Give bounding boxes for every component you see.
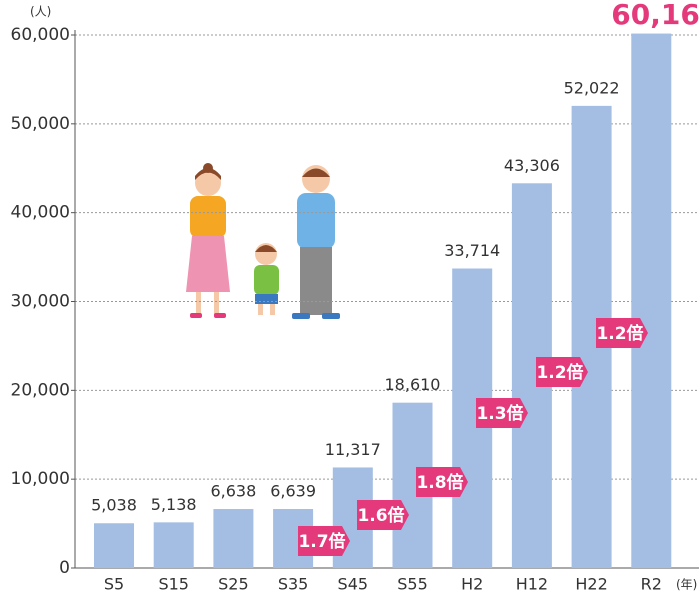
value-label: 18,610 xyxy=(385,375,441,394)
x-tick-label: S45 xyxy=(338,575,369,594)
bar xyxy=(153,522,194,568)
y-tick-label: 30,000 xyxy=(11,292,70,312)
multiplier-badge: 1.6倍 xyxy=(357,500,409,530)
value-label: 6,638 xyxy=(210,482,256,501)
x-tick-label: H2 xyxy=(461,575,483,594)
x-tick-label: H12 xyxy=(516,575,548,594)
x-tick-label: S5 xyxy=(104,575,124,594)
bar xyxy=(213,509,254,568)
badge-text: 1.2倍 xyxy=(536,362,583,383)
y-tick-label: 0 xyxy=(59,558,70,578)
badge-shape xyxy=(357,500,409,530)
x-tick-label: S35 xyxy=(278,575,309,594)
x-tick-label: R2 xyxy=(641,575,662,594)
y-tick-label: 20,000 xyxy=(11,380,70,400)
badge-shape xyxy=(536,357,588,387)
value-label: 5,038 xyxy=(91,496,137,515)
value-label: 33,714 xyxy=(444,241,500,260)
bar xyxy=(631,33,672,568)
x-tick-label: H22 xyxy=(575,575,607,594)
x-unit: (年) xyxy=(676,578,697,592)
multiplier-badge: 1.8倍 xyxy=(416,467,468,497)
value-label: 52,022 xyxy=(564,78,620,97)
badge-text: 1.6倍 xyxy=(357,505,404,526)
badge-text: 1.3倍 xyxy=(476,403,523,424)
y-tick-label: 40,000 xyxy=(11,203,70,223)
badge-shape xyxy=(416,467,468,497)
value-label: 43,306 xyxy=(504,156,560,175)
multiplier-badge: 1.7倍 xyxy=(298,526,350,556)
x-tick-label: S55 xyxy=(397,575,428,594)
badge-shape xyxy=(476,398,528,428)
x-tick-label: S15 xyxy=(158,575,189,594)
family-illustration xyxy=(186,163,340,319)
badge-text: 1.8倍 xyxy=(416,472,463,493)
badge-text: 1.7倍 xyxy=(298,531,345,552)
multiplier-badge: 1.2倍 xyxy=(536,357,588,387)
y-tick-label: 50,000 xyxy=(11,114,70,134)
multiplier-badge: 1.3倍 xyxy=(476,398,528,428)
badge-shape xyxy=(596,318,648,348)
badge-shape xyxy=(298,526,350,556)
value-label: 6,639 xyxy=(270,482,316,501)
multiplier-badge: 1.2倍 xyxy=(596,318,648,348)
x-tick-label: S25 xyxy=(218,575,249,594)
value-label: 11,317 xyxy=(325,440,381,459)
y-tick-label: 60,000 xyxy=(11,25,70,45)
value-label: 60,162 xyxy=(611,0,699,31)
y-tick-label: 10,000 xyxy=(11,469,70,489)
y-unit: (人) xyxy=(30,5,51,19)
value-label: 5,138 xyxy=(151,495,197,514)
badge-text: 1.2倍 xyxy=(596,323,643,344)
bar xyxy=(94,523,134,568)
